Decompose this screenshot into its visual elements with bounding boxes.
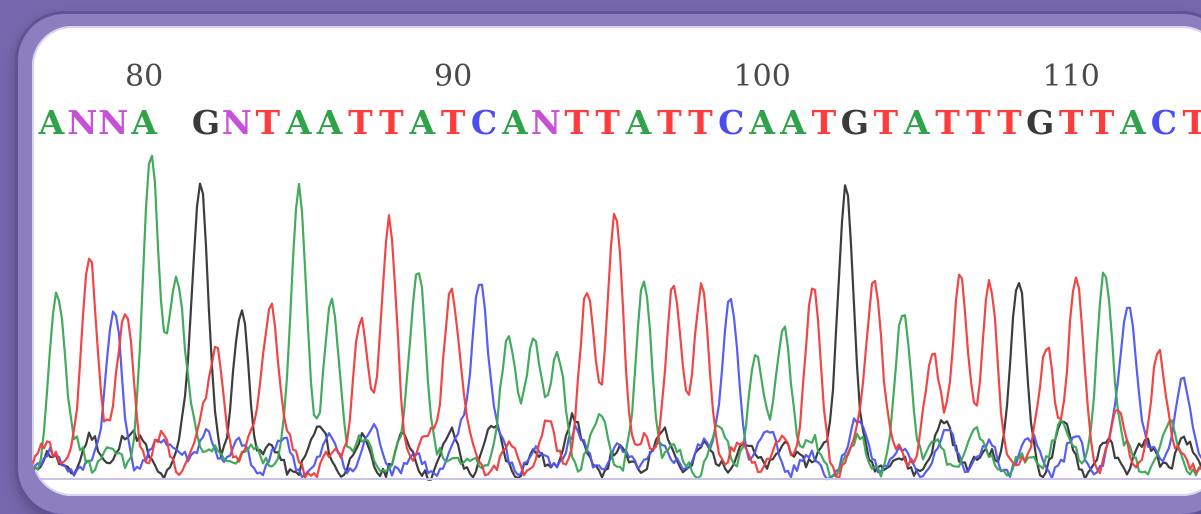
trace-g <box>32 182 1201 481</box>
base-call: T <box>935 103 960 142</box>
base-call: G <box>192 103 220 142</box>
base-call: C <box>1151 103 1177 142</box>
base-call: T <box>873 103 898 142</box>
base-call: G <box>841 103 869 142</box>
base-call: T <box>1090 103 1115 142</box>
position-label: 100 <box>734 59 791 94</box>
base-call: N <box>531 103 561 142</box>
base-call: A <box>903 103 930 142</box>
trace-t <box>32 212 1201 480</box>
base-call: T <box>595 103 620 142</box>
base-call: T <box>379 103 404 142</box>
base-call: G <box>1026 103 1054 142</box>
base-call: N <box>67 103 97 142</box>
base-call: N <box>222 103 252 142</box>
base-call: A <box>408 103 435 142</box>
base-call: T <box>997 103 1022 142</box>
base-call: A <box>501 103 528 142</box>
base-call: C <box>718 103 744 142</box>
trace-a <box>32 154 1201 480</box>
base-call: N <box>98 103 128 142</box>
base-call: T <box>966 103 991 142</box>
base-call: T <box>1059 103 1084 142</box>
base-call: A <box>38 103 65 142</box>
position-label: 80 <box>125 59 163 94</box>
base-call: T <box>657 103 682 142</box>
base-call: A <box>285 103 312 142</box>
base-call: A <box>130 103 157 142</box>
base-call: T <box>348 103 373 142</box>
base-call: A <box>748 103 775 142</box>
base-call: T <box>441 103 466 142</box>
position-label: 90 <box>434 59 472 94</box>
base-call: T <box>1182 103 1201 142</box>
base-call: A <box>625 103 652 142</box>
base-call: T <box>812 103 837 142</box>
position-label: 110 <box>1043 59 1100 94</box>
base-call: T <box>255 103 280 142</box>
base-call: T <box>564 103 589 142</box>
chromatogram-panel: 80 90 100 110 A N N A G N T A A T T A T C A N T T A T T C A A T G T A T T… <box>32 26 1201 496</box>
base-call: C <box>471 103 497 142</box>
base-call: A <box>1119 103 1146 142</box>
base-call: A <box>316 103 343 142</box>
base-call: T <box>688 103 713 142</box>
base-call: A <box>779 103 806 142</box>
